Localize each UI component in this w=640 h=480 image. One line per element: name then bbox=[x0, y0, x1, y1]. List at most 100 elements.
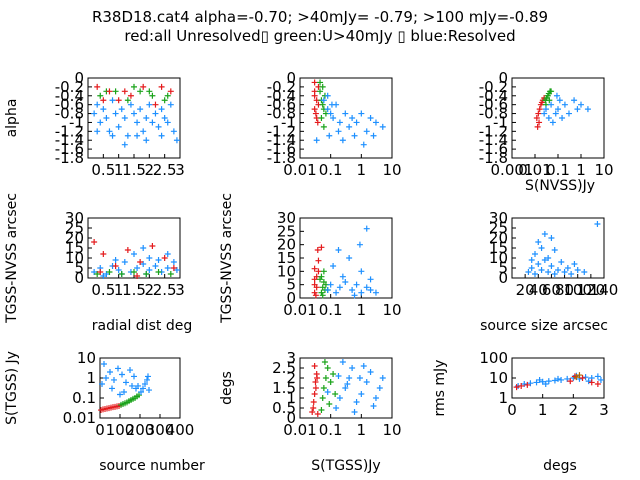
data-point bbox=[336, 119, 343, 126]
data-point bbox=[100, 106, 107, 113]
y-axis-label: S(TGSS) Jy bbox=[4, 351, 20, 425]
data-point bbox=[94, 128, 101, 135]
data-point bbox=[321, 359, 328, 365]
x-tick-label: 10 bbox=[382, 161, 401, 179]
data-point bbox=[333, 405, 340, 411]
data-point bbox=[335, 247, 342, 253]
data-point bbox=[101, 361, 107, 368]
data-point bbox=[363, 128, 370, 135]
x-axis-label: degs bbox=[543, 458, 577, 474]
data-point bbox=[320, 123, 327, 130]
series-blue bbox=[541, 92, 591, 126]
data-point bbox=[525, 269, 532, 275]
data-point bbox=[588, 379, 595, 386]
data-point bbox=[155, 257, 162, 263]
y-tick-label: 10 bbox=[489, 369, 508, 387]
data-point bbox=[115, 365, 121, 372]
series-green bbox=[118, 392, 142, 408]
x-tick-label: 300 bbox=[146, 421, 175, 439]
data-point bbox=[351, 132, 358, 139]
x-tick-label: 0.1 bbox=[546, 161, 570, 179]
data-point bbox=[542, 381, 549, 388]
data-point bbox=[319, 292, 326, 299]
x-tick-label: 0.01 bbox=[283, 301, 316, 319]
data-point bbox=[312, 379, 319, 385]
data-point bbox=[134, 273, 141, 279]
data-point bbox=[146, 267, 153, 273]
data-point bbox=[372, 289, 379, 296]
series-blue bbox=[91, 245, 180, 279]
data-point bbox=[131, 251, 137, 257]
data-point bbox=[349, 287, 356, 293]
data-point bbox=[339, 273, 346, 280]
data-point bbox=[564, 375, 571, 382]
data-point bbox=[127, 101, 134, 108]
data-point bbox=[367, 369, 374, 375]
data-point bbox=[318, 244, 325, 251]
data-point bbox=[336, 395, 343, 401]
data-point bbox=[112, 88, 119, 95]
data-point bbox=[311, 79, 318, 86]
data-point bbox=[342, 279, 349, 285]
data-point bbox=[372, 395, 379, 401]
data-point bbox=[97, 119, 104, 126]
data-point bbox=[311, 289, 318, 296]
data-point bbox=[161, 255, 168, 261]
data-point bbox=[551, 377, 558, 384]
data-point bbox=[118, 271, 125, 277]
data-point bbox=[541, 231, 548, 237]
y-tick-label: 0.01 bbox=[63, 409, 96, 427]
data-point bbox=[535, 239, 542, 245]
data-point bbox=[574, 106, 581, 113]
data-point bbox=[164, 265, 171, 271]
data-point bbox=[94, 271, 101, 277]
data-point bbox=[545, 378, 552, 385]
data-point bbox=[106, 128, 113, 135]
data-point bbox=[123, 379, 129, 386]
y-tick-label: -1.2 bbox=[267, 122, 296, 140]
data-point bbox=[103, 115, 110, 121]
data-point bbox=[358, 391, 365, 397]
data-point bbox=[106, 269, 113, 275]
data-point bbox=[320, 268, 327, 275]
x-tick-label: 10 bbox=[382, 421, 401, 439]
series-orange bbox=[573, 372, 583, 381]
data-point bbox=[146, 88, 153, 95]
data-point bbox=[118, 106, 125, 113]
series-red bbox=[98, 402, 122, 414]
data-point bbox=[379, 375, 386, 381]
data-point bbox=[152, 101, 159, 108]
y-tick-label: -0.6 bbox=[267, 96, 296, 114]
y-tick-label: 1.5 bbox=[272, 379, 296, 397]
data-point bbox=[556, 97, 563, 104]
data-point bbox=[97, 92, 104, 99]
y-tick-label: -1.8 bbox=[479, 149, 508, 167]
data-point bbox=[100, 273, 107, 279]
data-point bbox=[155, 123, 162, 130]
x-axis-label: S(TGSS)Jy bbox=[311, 458, 380, 474]
data-point bbox=[571, 97, 578, 104]
data-point bbox=[315, 257, 322, 264]
data-point bbox=[103, 271, 110, 277]
x-tick-label: 2.5 bbox=[153, 161, 177, 179]
data-point bbox=[597, 376, 604, 383]
y-tick-label: -0.4 bbox=[479, 87, 508, 105]
y-tick-label: -0.4 bbox=[55, 87, 84, 105]
data-point bbox=[376, 385, 383, 391]
data-point bbox=[137, 259, 144, 265]
data-point bbox=[339, 359, 346, 365]
data-point bbox=[146, 101, 153, 108]
series-green bbox=[94, 269, 174, 277]
data-point bbox=[532, 271, 538, 277]
data-point bbox=[548, 88, 555, 95]
data-point bbox=[127, 367, 133, 374]
data-point bbox=[363, 225, 370, 232]
y-tick-label: 2.5 bbox=[272, 359, 296, 377]
y-tick-label: 0 bbox=[498, 269, 508, 287]
y-tick-label: 10 bbox=[65, 249, 84, 267]
data-point bbox=[112, 263, 119, 269]
data-point bbox=[349, 365, 356, 371]
